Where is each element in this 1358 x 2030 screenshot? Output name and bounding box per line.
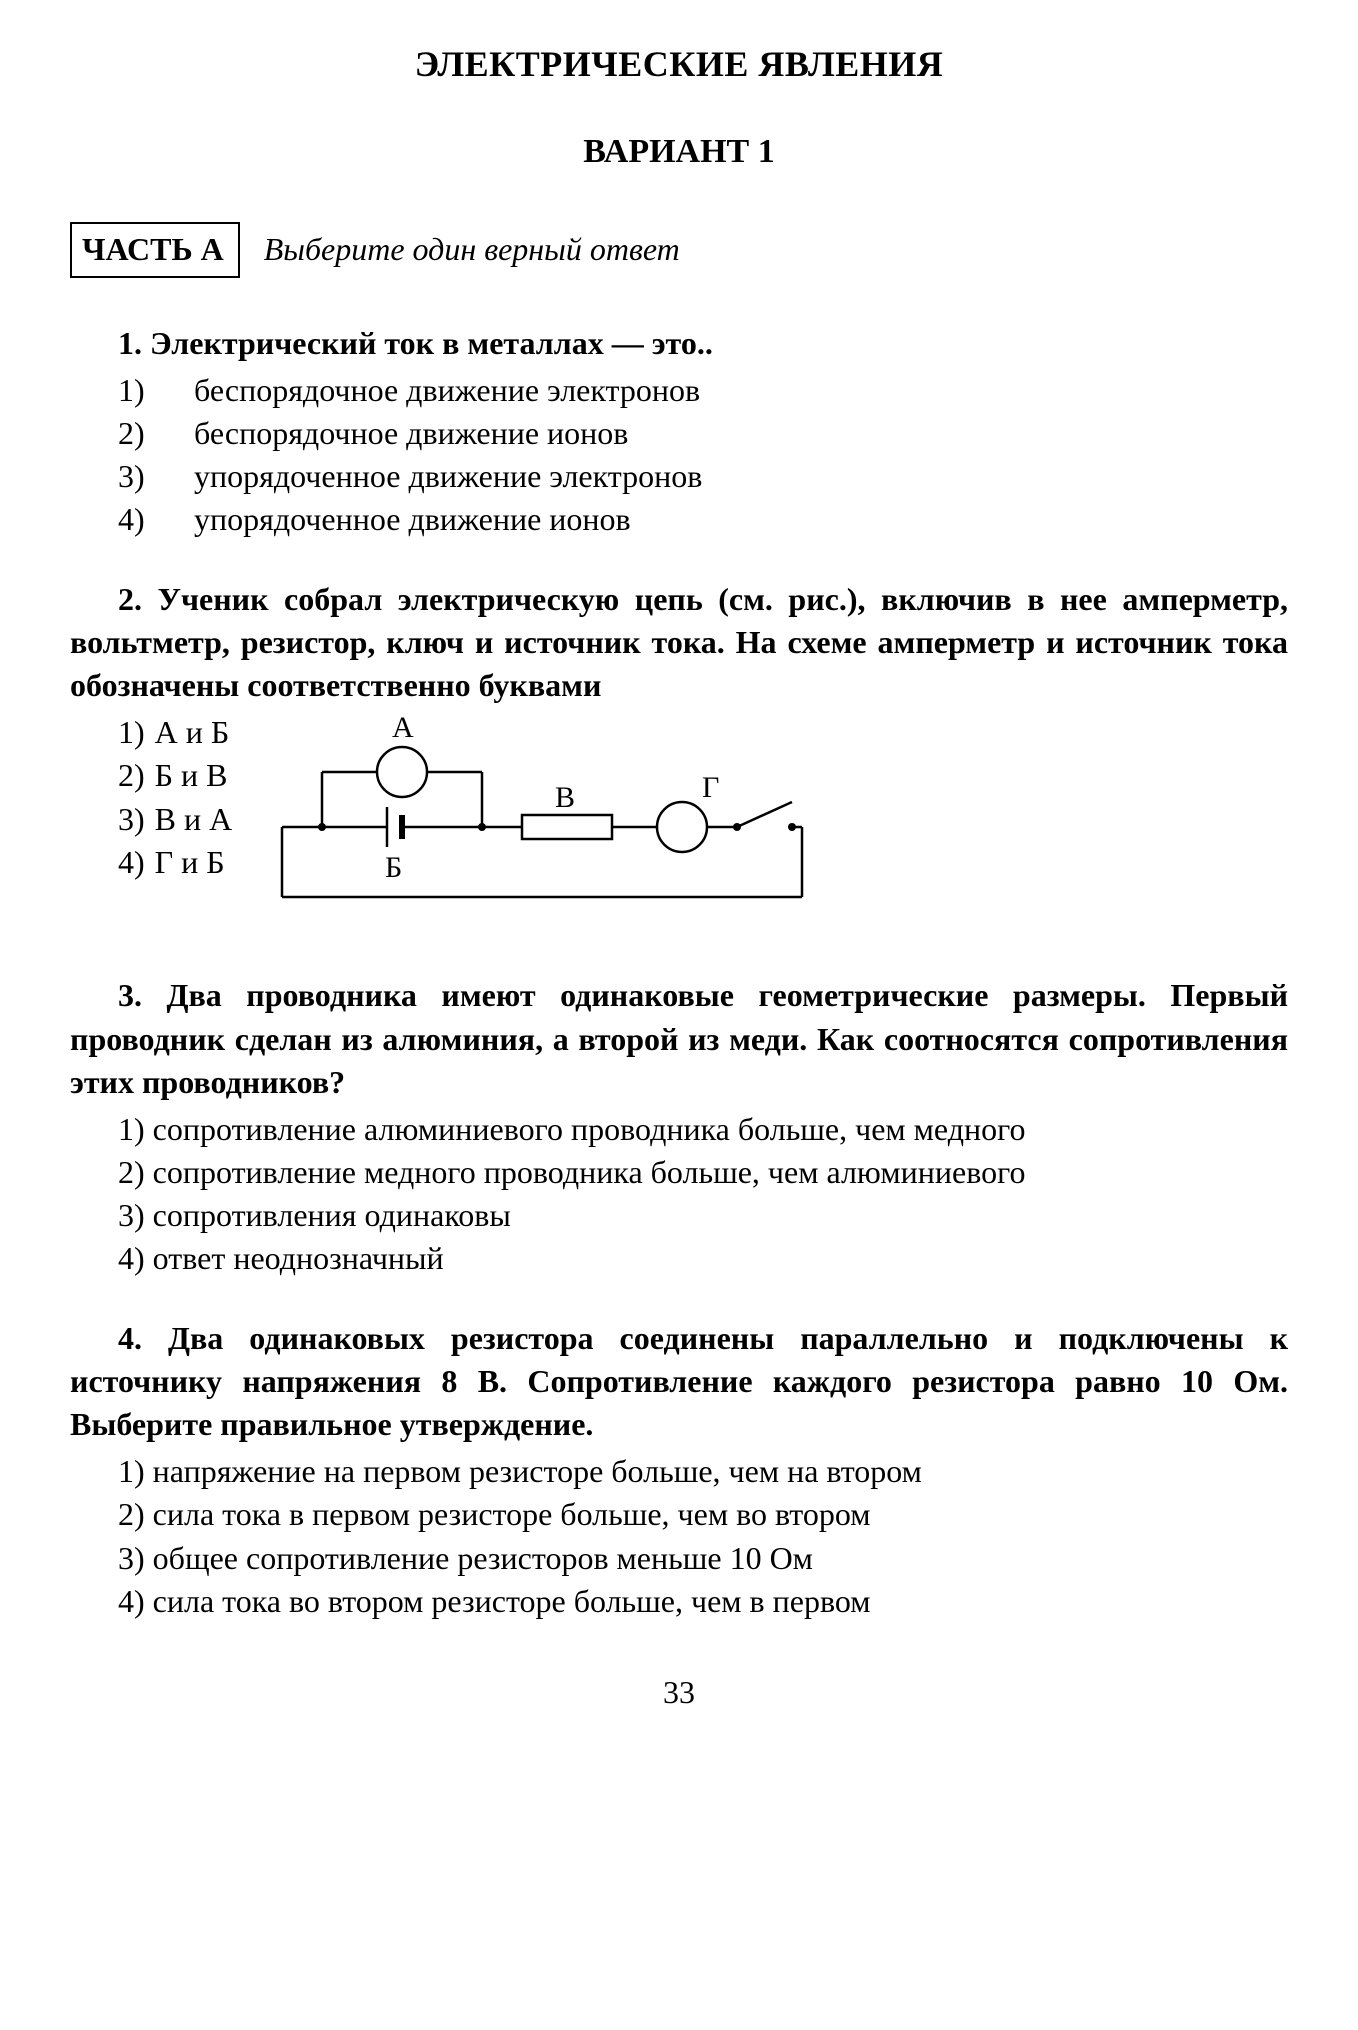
question-4: 4. Два одинаковых резистора соединены па… [70,1317,1288,1623]
option-number: 1) [118,369,158,412]
main-title: ЭЛЕКТРИЧЕСКИЕ ЯВЛЕНИЯ [70,40,1288,89]
option-number: 2) [118,412,158,455]
q4-option: 1) напряжение на первом резисторе больше… [70,1450,1288,1493]
q4-option: 3) общее сопротивление резисторов меньше… [70,1537,1288,1580]
q2-stem: 2. Ученик собрал электрическую цепь (см.… [70,578,1288,708]
q1-option: 2) беспорядочное движение ионов [70,412,1288,455]
option-number: 2) [118,754,145,797]
q2-option: 4) Г и Б [70,841,232,884]
question-3: 3. Два проводника имеют одинаковые геоме… [70,974,1288,1280]
question-1: 1. Электрический ток в металлах — это.. … [70,322,1288,542]
option-text: А и Б [155,711,230,754]
part-label-box: ЧАСТЬ А [70,222,240,277]
variant-title: ВАРИАНТ 1 [70,129,1288,175]
q4-option: 4) сила тока во втором резисторе больше,… [70,1580,1288,1623]
q1-stem: 1. Электрический ток в металлах — это.. [70,322,1288,365]
option-number: 4) [118,841,145,884]
option-number: 3) [118,798,145,841]
circuit-label-v: В [555,781,575,814]
q4-option: 2) сила тока в первом резисторе больше, … [70,1493,1288,1536]
q3-option: 3) сопротивления одинаковы [70,1194,1288,1237]
q3-option: 1) сопротивление алюминиевого проводника… [70,1108,1288,1151]
option-text: беспорядочное движение ионов [194,412,628,455]
part-instruction: Выберите один верный ответ [264,228,680,271]
option-text: упорядоченное движение ионов [194,498,631,541]
q2-option: 2) Б и В [70,754,232,797]
circuit-diagram: А Б В Г [262,711,1288,938]
question-2: 2. Ученик собрал электрическую цепь (см.… [70,578,1288,939]
part-header: ЧАСТЬ А Выберите один верный ответ [70,222,1288,277]
q2-option: 3) В и А [70,798,232,841]
q1-option: 1) беспорядочное движение электронов [70,369,1288,412]
q3-option: 4) ответ неоднозначный [70,1237,1288,1280]
option-number: 1) [118,711,145,754]
q3-option: 2) сопротивление медного проводника боль… [70,1151,1288,1194]
q2-option: 1) А и Б [70,711,232,754]
option-number: 4) [118,498,158,541]
option-number: 3) [118,455,158,498]
q2-options: 1) А и Б 2) Б и В 3) В и А 4) Г и Б [70,711,232,884]
q1-option: 3) упорядоченное движение электронов [70,455,1288,498]
page-number: 33 [70,1671,1288,1714]
option-text: В и А [155,798,233,841]
circuit-label-g: Г [702,771,719,804]
circuit-label-b: Б [385,851,402,884]
option-text: беспорядочное движение электронов [194,369,700,412]
circuit-label-a: А [392,717,414,744]
option-text: Г и Б [155,841,225,884]
option-text: Б и В [155,754,228,797]
q3-stem: 3. Два проводника имеют одинаковые геоме… [70,974,1288,1104]
q1-option: 4) упорядоченное движение ионов [70,498,1288,541]
circuit-svg: А Б В Г [262,717,822,927]
option-text: упорядоченное движение электронов [194,455,702,498]
q4-stem: 4. Два одинаковых резистора соединены па… [70,1317,1288,1447]
q1-options: 1) беспорядочное движение электронов 2) … [70,369,1288,542]
